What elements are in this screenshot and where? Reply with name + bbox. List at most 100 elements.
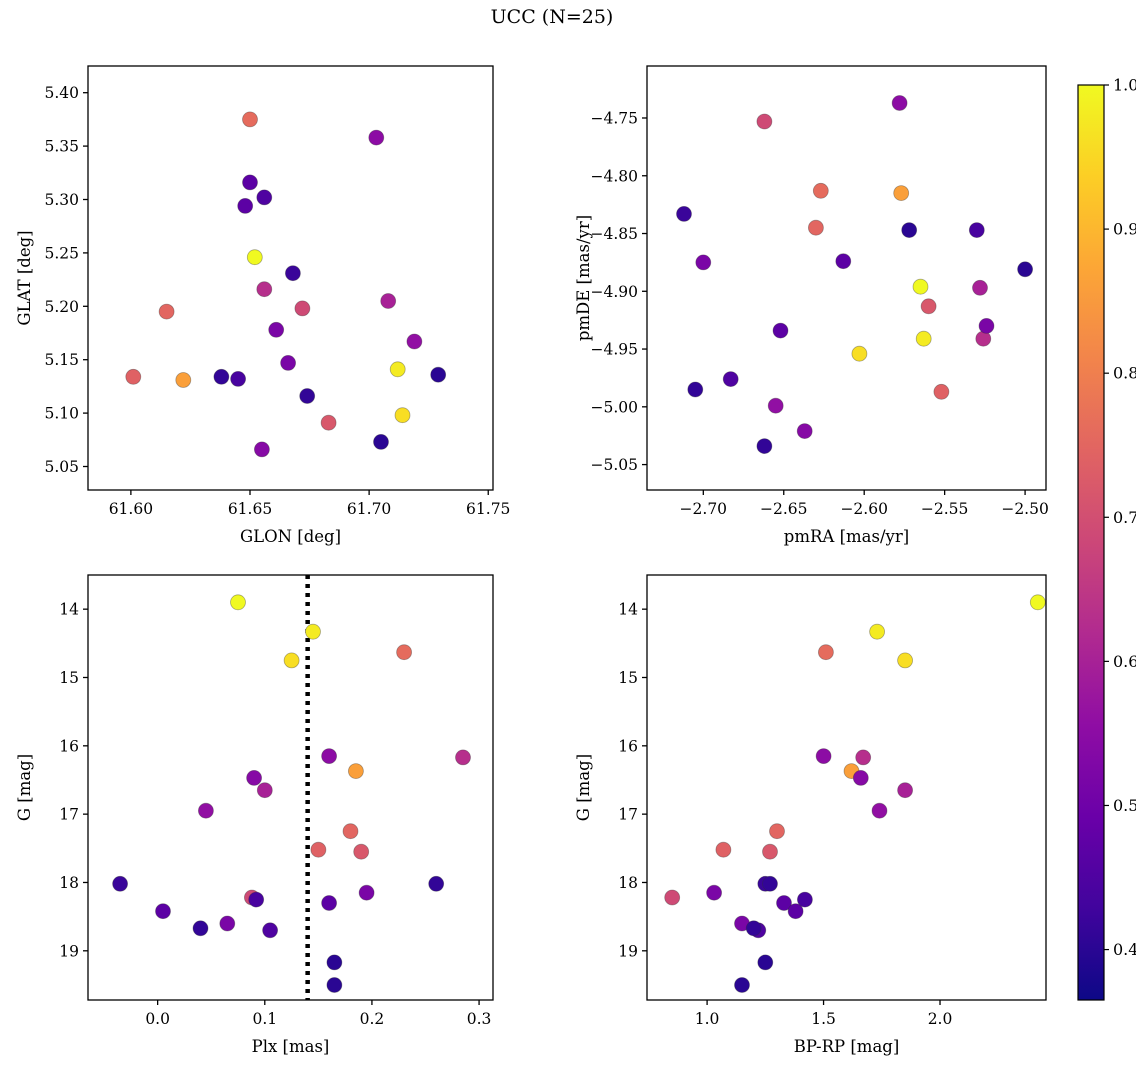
scatter-point: [237, 197, 254, 214]
x-tick-label: 0.0: [145, 1010, 170, 1028]
y-axis-label: pmDE [mas/yr]: [574, 215, 593, 341]
colorbar-tick-label: 0.9: [1113, 220, 1136, 239]
y-tick-label: 19: [618, 942, 638, 960]
scatter-point: [852, 770, 869, 786]
scatter-point: [715, 841, 732, 858]
x-tick-label: 61.60: [109, 500, 153, 518]
scatter-point: [762, 875, 778, 892]
panel-pmra-pmde: −2.70 −2.65 −2.60 −2.55 −2.50 −5.05 −5.00 −4.95…: [574, 65, 1049, 546]
scatter-point: [676, 205, 692, 222]
x-tick-label: −2.50: [1001, 500, 1049, 518]
scatter-point: [394, 407, 411, 424]
scatter-point: [722, 371, 739, 388]
scatter-point: [213, 368, 230, 385]
scatter-point: [320, 414, 337, 431]
scatter-point: [897, 782, 913, 799]
scatter-point: [175, 372, 192, 388]
x-tick-label: −2.60: [840, 500, 888, 518]
y-tick-label: −4.75: [591, 109, 639, 127]
scatter-point: [891, 95, 908, 111]
scatter-point: [347, 763, 364, 779]
scatter-point: [358, 884, 375, 901]
y-tick-label: 15: [59, 669, 79, 687]
scatter-point: [869, 623, 885, 640]
scatter-point: [972, 279, 988, 296]
y-tick-label: 5.35: [44, 138, 79, 156]
scatter-point: [253, 441, 270, 458]
x-tick-label: −2.65: [760, 500, 808, 518]
y-axis-label: G [mag]: [15, 754, 34, 821]
scatter-point: [294, 300, 311, 317]
y-tick-label: 5.20: [44, 298, 79, 316]
y-tick-label: −4.80: [591, 167, 639, 185]
scatter-point: [767, 397, 784, 414]
x-tick-label: 0.2: [360, 1010, 385, 1028]
y-tick-label: 19: [59, 942, 79, 960]
figure-title: UCC (N=25): [490, 6, 614, 28]
scatter-point: [192, 920, 209, 937]
scatter-point: [818, 644, 834, 661]
scatter-point: [310, 841, 327, 858]
scatter-point: [321, 748, 338, 764]
y-tick-label: 5.30: [44, 191, 79, 209]
y-tick-label: 5.10: [44, 405, 79, 423]
y-tick-label: 5.40: [44, 84, 79, 102]
y-tick-label: −4.95: [591, 341, 639, 359]
scatter-point: [756, 438, 773, 455]
scatter-point: [246, 249, 263, 266]
y-tick-label: −5.00: [591, 398, 639, 416]
scatter-point: [796, 423, 813, 440]
x-axis-label: BP-RP [mag]: [794, 1037, 900, 1056]
x-tick-label: 2.0: [928, 1010, 953, 1028]
panel-pmra-pmde-data: [676, 95, 1033, 455]
scatter-point: [855, 749, 872, 766]
axes-frame: [87, 65, 494, 491]
scatter-point: [835, 253, 852, 270]
scatter-point: [353, 843, 370, 860]
panel-bprp-g: 1.0 1.5 2.0 14 15 16 17 18 19 BP-RP [mag] G [mag]: [574, 574, 1047, 1056]
y-axis-label: GLAT [deg]: [15, 230, 34, 325]
x-axis-label: Plx [mas]: [252, 1037, 330, 1056]
x-tick-label: 61.75: [466, 500, 510, 518]
y-tick-label: 14: [59, 601, 79, 619]
scatter-point: [1029, 594, 1046, 611]
colorbar-tick-label: 0.7: [1113, 508, 1136, 527]
scatter-point: [368, 129, 385, 146]
scatter-point: [787, 903, 804, 920]
scatter-point: [1017, 261, 1033, 278]
panel-glon-glat-data: [125, 111, 447, 458]
axes-frame: [646, 574, 1047, 1001]
scatter-point: [230, 594, 246, 611]
scatter-point: [299, 388, 316, 404]
y-tick-label: 5.15: [44, 351, 79, 369]
scatter-point: [158, 303, 175, 320]
colorbar-tick-label: 0.6: [1113, 652, 1136, 671]
scatter-point: [256, 189, 273, 206]
scatter-point: [256, 281, 273, 298]
scatter-point: [706, 884, 722, 901]
y-tick-label: −4.85: [591, 225, 639, 243]
x-tick-label: −2.70: [680, 500, 728, 518]
scatter-point: [455, 749, 471, 766]
scatter-point: [230, 370, 247, 387]
scatter-point: [284, 265, 301, 282]
scatter-point: [912, 278, 929, 295]
colorbar-tick-label: 0.4: [1113, 940, 1136, 959]
x-tick-label: 1.0: [695, 1010, 720, 1028]
scatter-point: [815, 748, 832, 764]
scatter-point: [757, 954, 774, 971]
scatter-point: [893, 185, 910, 202]
scatter-point: [155, 903, 171, 920]
scatter-point: [769, 823, 785, 840]
y-tick-label: 18: [618, 874, 638, 892]
colorbar: 0.4 0.5 0.6 0.7 0.8 0.9 1.0: [1077, 76, 1136, 1001]
scatter-point: [812, 182, 829, 199]
y-axis-label: G [mag]: [574, 754, 593, 821]
scatter-point: [695, 254, 712, 271]
y-tick-label: 17: [59, 806, 79, 824]
scatter-point: [326, 954, 343, 971]
scatter-point: [762, 843, 778, 860]
panel-bprp-g-data: [664, 594, 1046, 993]
panel-glon-glat: 61.60 61.65 61.70 61.75 5.05 5.10 5.15 5.20 5.25…: [15, 65, 510, 546]
scatter-point: [428, 875, 445, 892]
